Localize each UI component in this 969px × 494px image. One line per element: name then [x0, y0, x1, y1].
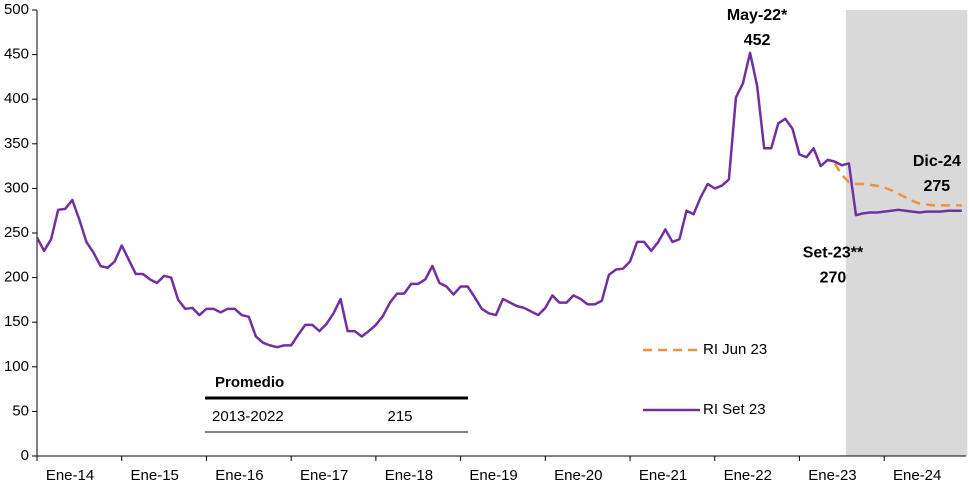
y-tick-label: 200 — [4, 269, 29, 286]
x-tick-label: Ene-23 — [808, 467, 856, 484]
x-tick-label: Ene-16 — [215, 467, 263, 484]
annotation-value: 270 — [820, 269, 847, 286]
x-tick-label: Ene-21 — [639, 467, 687, 484]
y-tick-label: 150 — [4, 313, 29, 330]
x-tick-label: Ene-18 — [385, 467, 433, 484]
y-tick-label: 50 — [12, 402, 29, 419]
table-header: Promedio — [215, 374, 284, 391]
table-period: 2013-2022 — [212, 408, 284, 425]
forecast-shade — [845, 10, 968, 456]
y-tick-label: 0 — [21, 447, 29, 464]
x-tick-label: Ene-14 — [46, 467, 94, 484]
y-tick-label: 400 — [4, 90, 29, 107]
table-average: 215 — [387, 408, 412, 425]
y-tick-label: 350 — [4, 135, 29, 152]
x-tick-label: Ene-20 — [554, 467, 602, 484]
legend-label: RI Set 23 — [703, 401, 766, 418]
series-line — [35, 51, 962, 349]
y-tick-label: 300 — [4, 179, 29, 196]
x-tick-label: Ene-24 — [893, 467, 941, 484]
y-tick-label: 500 — [4, 1, 29, 18]
annotation-value: 452 — [744, 32, 771, 49]
annotation-value: 275 — [924, 178, 951, 195]
x-tick-label: Ene-19 — [469, 467, 517, 484]
y-tick-label: 450 — [4, 46, 29, 63]
x-tick-label: Ene-22 — [724, 467, 772, 484]
annotation-label: Dic-24 — [913, 153, 961, 170]
annotation-label: May-22* — [727, 7, 788, 24]
series-line — [833, 162, 962, 207]
x-tick-label: Ene-15 — [131, 467, 179, 484]
y-tick-label: 100 — [4, 358, 29, 375]
forecast-shade — [845, 10, 968, 456]
annotation-label: Set-23** — [803, 244, 864, 261]
y-tick-label: 250 — [4, 224, 29, 241]
x-tick-label: Ene-17 — [300, 467, 348, 484]
legend-label: RI Jun 23 — [703, 341, 767, 358]
